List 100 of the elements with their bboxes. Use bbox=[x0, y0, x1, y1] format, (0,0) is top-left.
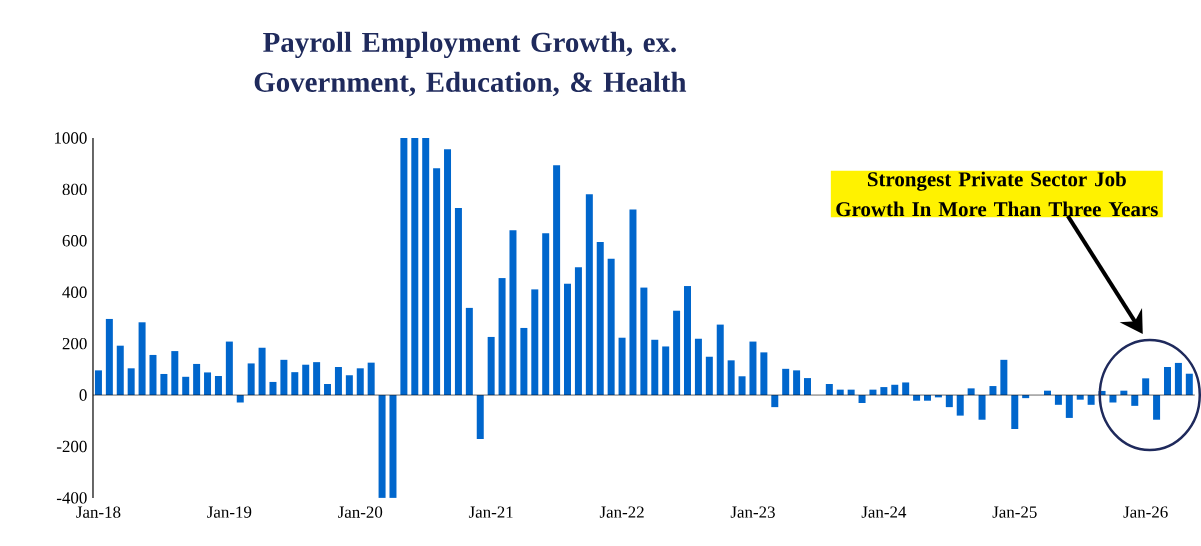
bar bbox=[258, 347, 266, 396]
y-tick-label: 600 bbox=[62, 235, 87, 247]
bar bbox=[138, 322, 146, 396]
bar bbox=[553, 165, 561, 396]
bar bbox=[171, 351, 179, 396]
bar bbox=[476, 395, 484, 440]
bar bbox=[1011, 395, 1019, 430]
x-tick-label: Jan-26 bbox=[1123, 506, 1168, 518]
bar bbox=[204, 372, 212, 396]
bar bbox=[465, 307, 473, 396]
bar bbox=[378, 395, 386, 498]
bar bbox=[313, 362, 321, 396]
chart-title: Payroll Employment Growth, ex. Government, Education, & Health bbox=[254, 31, 687, 97]
bar bbox=[629, 209, 637, 396]
bar bbox=[389, 395, 397, 498]
bar bbox=[1131, 395, 1139, 406]
bar bbox=[618, 337, 626, 396]
bar bbox=[782, 368, 790, 396]
y-tick-label: 800 bbox=[62, 183, 87, 196]
bar bbox=[280, 359, 288, 396]
bar bbox=[422, 138, 430, 396]
x-tick-label: Jan-21 bbox=[468, 506, 513, 518]
bar bbox=[651, 339, 659, 396]
bar bbox=[291, 372, 299, 396]
x-tick-label: Jan-18 bbox=[76, 506, 121, 518]
bar bbox=[564, 283, 572, 396]
bar bbox=[225, 341, 233, 396]
bar bbox=[247, 363, 255, 396]
bar bbox=[193, 364, 201, 396]
bar bbox=[1087, 395, 1095, 405]
bar bbox=[324, 384, 332, 396]
y-tick-label: 1000 bbox=[54, 132, 87, 144]
bar bbox=[509, 230, 517, 396]
bar bbox=[716, 324, 724, 396]
bar bbox=[411, 138, 419, 396]
y-tick-label: -400 bbox=[56, 492, 87, 504]
bar bbox=[738, 376, 746, 396]
bar bbox=[1142, 378, 1150, 396]
y-tick-label: 400 bbox=[62, 286, 87, 298]
bar bbox=[1153, 395, 1161, 420]
bar bbox=[662, 346, 670, 396]
x-tick-label: Jan-25 bbox=[992, 506, 1037, 518]
bar bbox=[105, 319, 113, 396]
bar bbox=[1000, 359, 1008, 396]
bar bbox=[1185, 373, 1193, 396]
y-tick-label: 200 bbox=[62, 337, 87, 350]
bar bbox=[356, 368, 364, 396]
annotation: Strongest Private Sector Job Growth In More Than Three Years bbox=[836, 171, 1158, 217]
bar bbox=[1174, 362, 1182, 396]
x-tick-label: Jan-19 bbox=[207, 506, 252, 518]
bar bbox=[116, 345, 124, 396]
bar bbox=[1054, 395, 1062, 405]
bar bbox=[334, 367, 342, 396]
bar bbox=[400, 138, 408, 396]
bar bbox=[956, 395, 964, 416]
bar bbox=[149, 355, 157, 396]
x-tick-label: Jan-20 bbox=[338, 506, 383, 518]
bar bbox=[444, 149, 452, 396]
bar bbox=[727, 360, 735, 396]
bar bbox=[804, 378, 812, 396]
bar bbox=[607, 258, 615, 396]
bar bbox=[825, 384, 833, 396]
bar bbox=[269, 382, 277, 396]
bar bbox=[771, 395, 779, 408]
bar bbox=[673, 310, 681, 396]
x-tick-label: Jan-24 bbox=[861, 506, 907, 518]
bar bbox=[367, 362, 375, 396]
bar bbox=[345, 375, 353, 396]
bar bbox=[585, 194, 593, 396]
y-tick-label: 0 bbox=[79, 389, 87, 401]
bar bbox=[498, 278, 506, 396]
bar bbox=[454, 207, 462, 396]
bar bbox=[902, 382, 910, 396]
bar bbox=[127, 368, 135, 396]
bar bbox=[1065, 395, 1073, 418]
bar bbox=[978, 395, 986, 420]
bar bbox=[487, 337, 495, 396]
bar bbox=[160, 374, 168, 396]
bar bbox=[182, 376, 190, 396]
bar bbox=[684, 286, 692, 396]
bar bbox=[793, 370, 801, 396]
bar bbox=[749, 341, 757, 396]
bar bbox=[542, 233, 550, 396]
bar bbox=[1163, 367, 1171, 396]
bar bbox=[214, 376, 222, 396]
bar bbox=[302, 364, 310, 396]
bar bbox=[574, 267, 582, 396]
x-tick-label: Jan-22 bbox=[599, 506, 644, 518]
bar bbox=[94, 370, 102, 396]
y-tick-label: -200 bbox=[56, 440, 87, 453]
x-tick-label: Jan-23 bbox=[730, 506, 775, 518]
bar bbox=[531, 289, 539, 396]
bar bbox=[433, 168, 441, 396]
bar bbox=[520, 328, 528, 396]
bar bbox=[945, 395, 953, 408]
bar bbox=[760, 352, 768, 396]
bar bbox=[596, 242, 604, 396]
bar bbox=[705, 356, 713, 396]
bar bbox=[236, 395, 244, 403]
bar bbox=[694, 338, 702, 396]
